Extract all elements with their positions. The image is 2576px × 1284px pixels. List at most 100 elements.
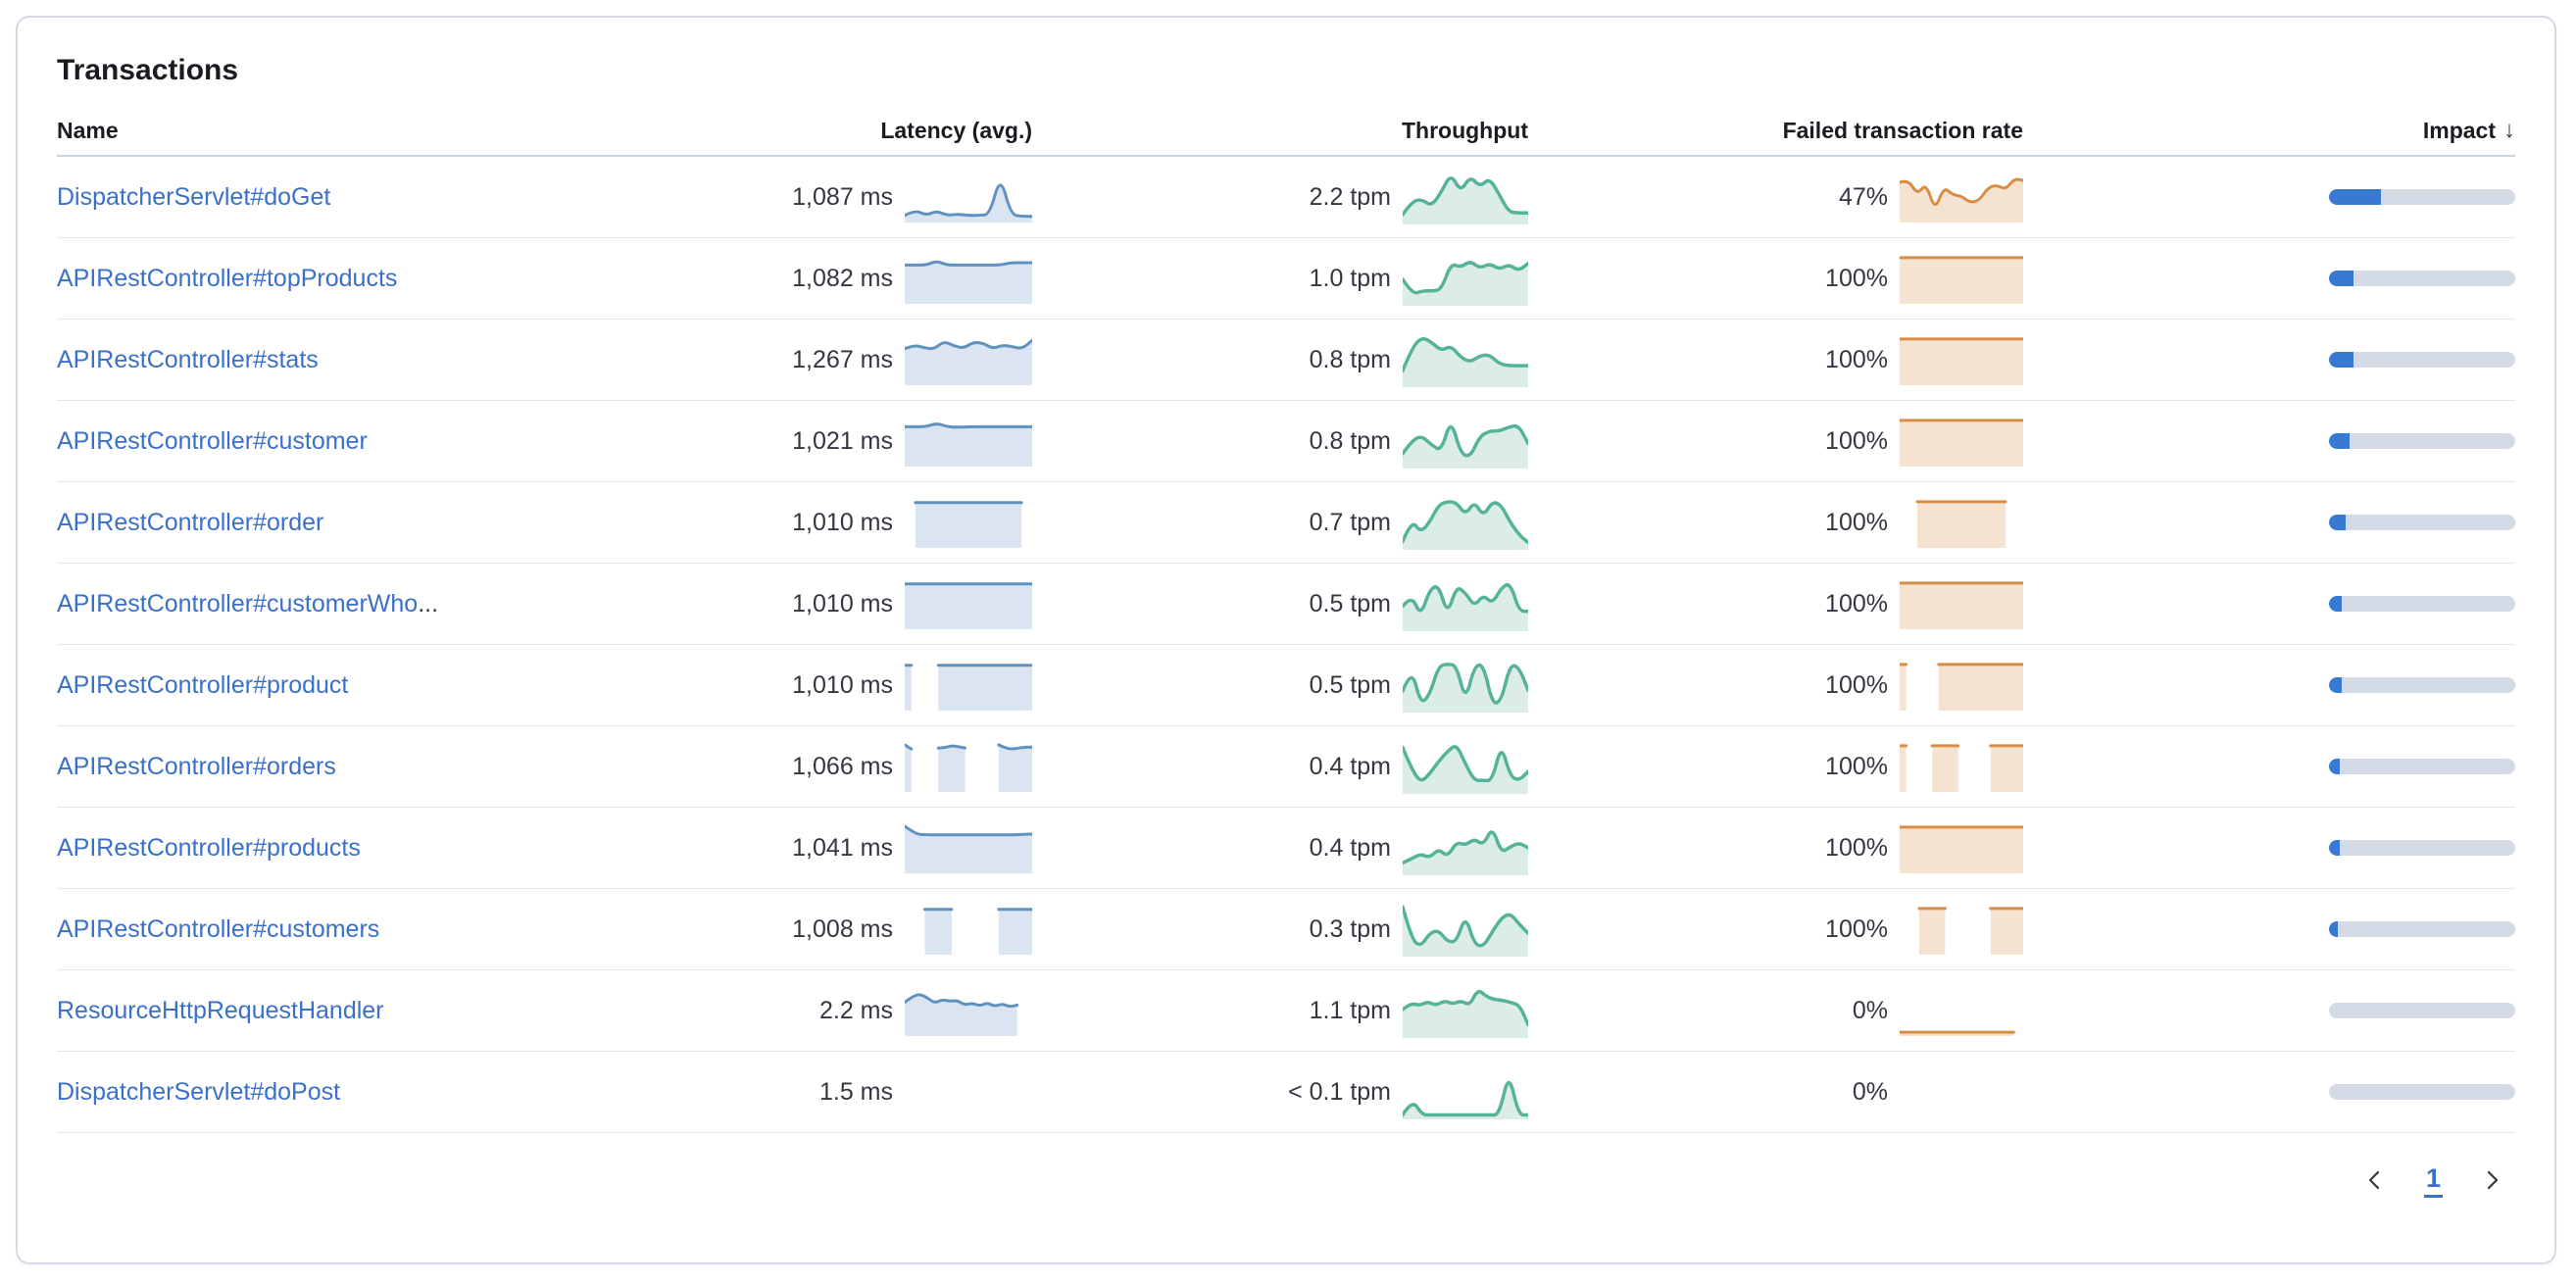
impact-cell: [2023, 1084, 2515, 1100]
latency-cell: 1,021 ms: [699, 416, 1032, 467]
transaction-link[interactable]: APIRestController#topProducts: [57, 264, 398, 292]
latency-cell: 1,010 ms: [699, 497, 1032, 548]
transaction-name-cell: APIRestController#orders: [57, 753, 699, 781]
latency-cell: 1,087 ms: [699, 172, 1032, 222]
failed-rate-cell: 100%: [1528, 660, 2023, 711]
latency-value: 1,010 ms: [792, 670, 893, 699]
throughput-sparkline: [1403, 170, 1528, 224]
table-row: APIRestController#order 1,010 ms 0.7 tpm 10…: [57, 482, 2515, 564]
latency-sparkline: [905, 497, 1032, 548]
throughput-value: 0.7 tpm: [1309, 508, 1391, 536]
impact-bar: [2329, 840, 2515, 856]
transaction-name-cell: APIRestController#order: [57, 509, 699, 537]
transaction-link[interactable]: DispatcherServlet#doGet: [57, 182, 331, 211]
throughput-cell: 0.4 tpm: [1032, 820, 1528, 875]
latency-cell: 1,041 ms: [699, 822, 1032, 873]
failed-rate-sparkline: [1900, 578, 2023, 629]
transaction-name-cell: APIRestController#customerWho...: [57, 590, 699, 618]
latency-sparkline: [905, 172, 1032, 222]
failed-rate-cell: 100%: [1528, 904, 2023, 955]
impact-bar-fill: [2329, 759, 2341, 774]
transaction-link[interactable]: APIRestController#orders: [57, 752, 336, 780]
impact-bar: [2329, 515, 2515, 530]
impact-bar-fill: [2329, 840, 2341, 856]
table-row: APIRestController#customers 1,008 ms 0.3 t…: [57, 889, 2515, 970]
throughput-value: 1.1 tpm: [1309, 996, 1391, 1024]
throughput-cell: 0.3 tpm: [1032, 902, 1528, 957]
throughput-value: 0.5 tpm: [1309, 589, 1391, 617]
table-row: APIRestController#topProducts 1,082 ms 1.0…: [57, 238, 2515, 320]
transaction-link[interactable]: APIRestController#products: [57, 833, 361, 862]
transaction-link[interactable]: APIRestController#customers: [57, 914, 380, 943]
latency-value: 1,082 ms: [792, 264, 893, 292]
failed-rate-value: 100%: [1825, 914, 1888, 943]
throughput-value: < 0.1 tpm: [1288, 1077, 1391, 1106]
latency-value: 1,066 ms: [792, 752, 893, 780]
failed-rate-cell: 100%: [1528, 822, 2023, 873]
column-header-failed-rate[interactable]: Failed transaction rate: [1782, 117, 2023, 143]
column-header-name: Name: [57, 117, 119, 143]
throughput-value: 0.4 tpm: [1309, 752, 1391, 780]
impact-bar: [2329, 189, 2515, 205]
transaction-link[interactable]: APIRestController#product: [57, 670, 349, 699]
latency-sparkline: [905, 253, 1032, 304]
latency-value: 1.5 ms: [818, 1077, 893, 1106]
latency-sparkline: [905, 985, 1032, 1036]
failed-rate-cell: 0%: [1528, 985, 2023, 1036]
throughput-sparkline: [1403, 332, 1528, 387]
impact-bar: [2329, 677, 2515, 693]
latency-value: 1,087 ms: [792, 182, 893, 211]
failed-rate-sparkline: [1900, 416, 2023, 467]
truncation-ellipsis: ...: [418, 589, 439, 617]
impact-bar: [2329, 759, 2515, 774]
table-body: DispatcherServlet#doGet 1,087 ms 2.2 tpm 47…: [57, 157, 2515, 1133]
page-number-current[interactable]: 1: [2423, 1163, 2443, 1198]
column-header-latency[interactable]: Latency (avg.): [880, 117, 1032, 143]
latency-cell: 2.2 ms: [699, 985, 1032, 1036]
latency-value: 1,021 ms: [792, 426, 893, 455]
transaction-link[interactable]: APIRestController#stats: [57, 345, 319, 373]
throughput-value: 0.8 tpm: [1309, 345, 1391, 373]
throughput-cell: < 0.1 tpm: [1032, 1064, 1528, 1119]
impact-cell: [2023, 189, 2515, 205]
failed-rate-value: 100%: [1825, 264, 1888, 292]
latency-value: 1,041 ms: [792, 833, 893, 862]
impact-cell: [2023, 921, 2515, 937]
impact-bar-fill: [2329, 271, 2353, 286]
throughput-value: 1.0 tpm: [1309, 264, 1391, 292]
transaction-name-cell: DispatcherServlet#doPost: [57, 1078, 699, 1107]
previous-page-button[interactable]: [2359, 1164, 2391, 1196]
latency-cell: 1,010 ms: [699, 660, 1032, 711]
failed-rate-cell: 100%: [1528, 497, 2023, 548]
next-page-button[interactable]: [2476, 1164, 2507, 1196]
column-header-impact[interactable]: Impact ↓: [2422, 117, 2515, 143]
failed-rate-value: 100%: [1825, 670, 1888, 699]
transaction-link[interactable]: APIRestController#customer: [57, 426, 368, 455]
latency-sparkline: [905, 741, 1032, 792]
latency-sparkline: [905, 334, 1032, 385]
transaction-link[interactable]: APIRestController#customerWho: [57, 589, 419, 617]
impact-bar-fill: [2329, 677, 2343, 693]
failed-rate-sparkline: [1900, 660, 2023, 711]
latency-value: 1,010 ms: [792, 589, 893, 617]
transaction-link[interactable]: DispatcherServlet#doPost: [57, 1077, 341, 1106]
throughput-sparkline: [1403, 576, 1528, 631]
transaction-link[interactable]: APIRestController#order: [57, 508, 324, 536]
throughput-cell: 2.2 tpm: [1032, 170, 1528, 224]
table-row: APIRestController#products 1,041 ms 0.4 tp…: [57, 808, 2515, 889]
failed-rate-sparkline: [1900, 172, 2023, 222]
impact-bar: [2329, 921, 2515, 937]
throughput-value: 0.4 tpm: [1309, 833, 1391, 862]
column-header-throughput[interactable]: Throughput: [1401, 117, 1528, 143]
impact-bar: [2329, 596, 2515, 612]
table-row: DispatcherServlet#doPost 1.5 ms < 0.1 tpm 0…: [57, 1052, 2515, 1133]
failed-rate-cell: 100%: [1528, 578, 2023, 629]
latency-value: 2.2 ms: [818, 996, 893, 1024]
failed-rate-value: 47%: [1838, 182, 1888, 211]
failed-rate-value: 0%: [1852, 1077, 1888, 1106]
failed-rate-sparkline: [1900, 497, 2023, 548]
throughput-value: 2.2 tpm: [1309, 182, 1391, 211]
chevron-right-icon: [2487, 1170, 2499, 1190]
failed-rate-cell: 100%: [1528, 334, 2023, 385]
transaction-link[interactable]: ResourceHttpRequestHandler: [57, 996, 384, 1024]
